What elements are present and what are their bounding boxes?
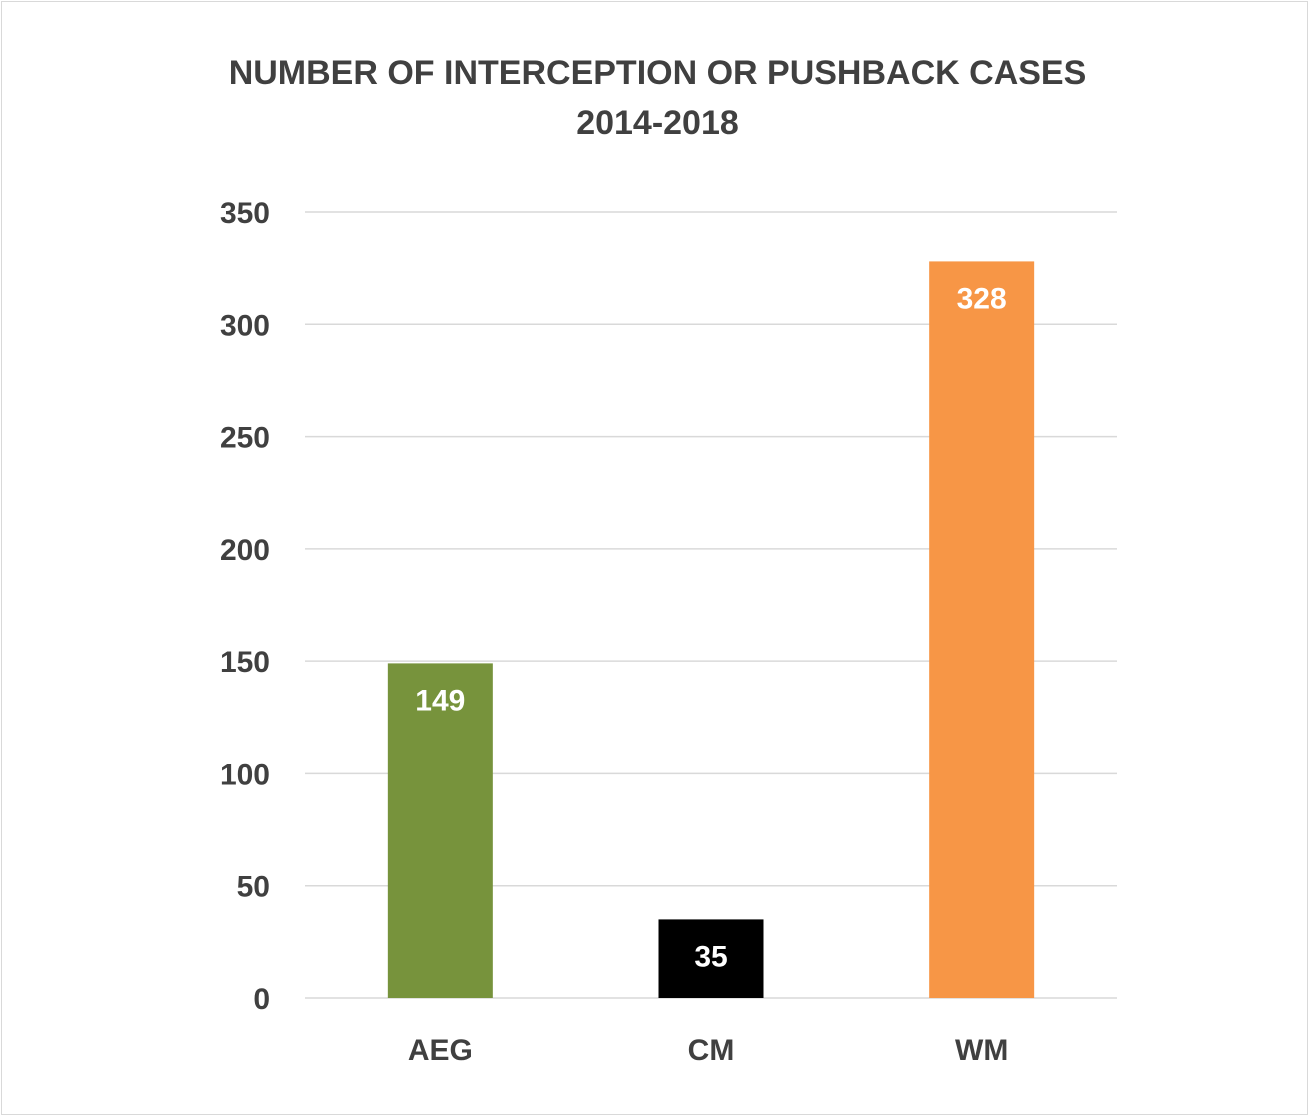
data-label-wm: 328 — [957, 282, 1007, 315]
y-tick-label: 0 — [253, 983, 270, 1016]
y-tick-label: 200 — [220, 534, 270, 567]
y-tick-label: 150 — [220, 646, 270, 679]
y-tick-label: 350 — [220, 197, 270, 230]
data-label-aeg: 149 — [415, 684, 465, 717]
chart-title: NUMBER OF INTERCEPTION OR PUSHBACK CASES — [228, 54, 1087, 92]
y-tick-label: 300 — [220, 309, 270, 342]
bar-cm — [658, 919, 764, 998]
bar-wm — [929, 261, 1035, 998]
bars: 149 35 328 — [387, 261, 1035, 998]
y-tick-label: 250 — [220, 422, 270, 455]
x-axis-ticks: AEG CM WM — [408, 1034, 1008, 1067]
x-tick-label-cm: CM — [688, 1034, 735, 1067]
bar-aeg — [387, 663, 493, 998]
y-axis-ticks: 0 50 100 150 200 250 300 350 — [220, 197, 270, 1016]
y-tick-label: 100 — [220, 758, 270, 791]
chart-subtitle: 2014-2018 — [576, 104, 739, 142]
data-label-cm: 35 — [694, 940, 727, 973]
x-tick-label-aeg: AEG — [408, 1034, 473, 1067]
x-tick-label-wm: WM — [955, 1034, 1008, 1067]
y-tick-label: 50 — [237, 871, 270, 904]
